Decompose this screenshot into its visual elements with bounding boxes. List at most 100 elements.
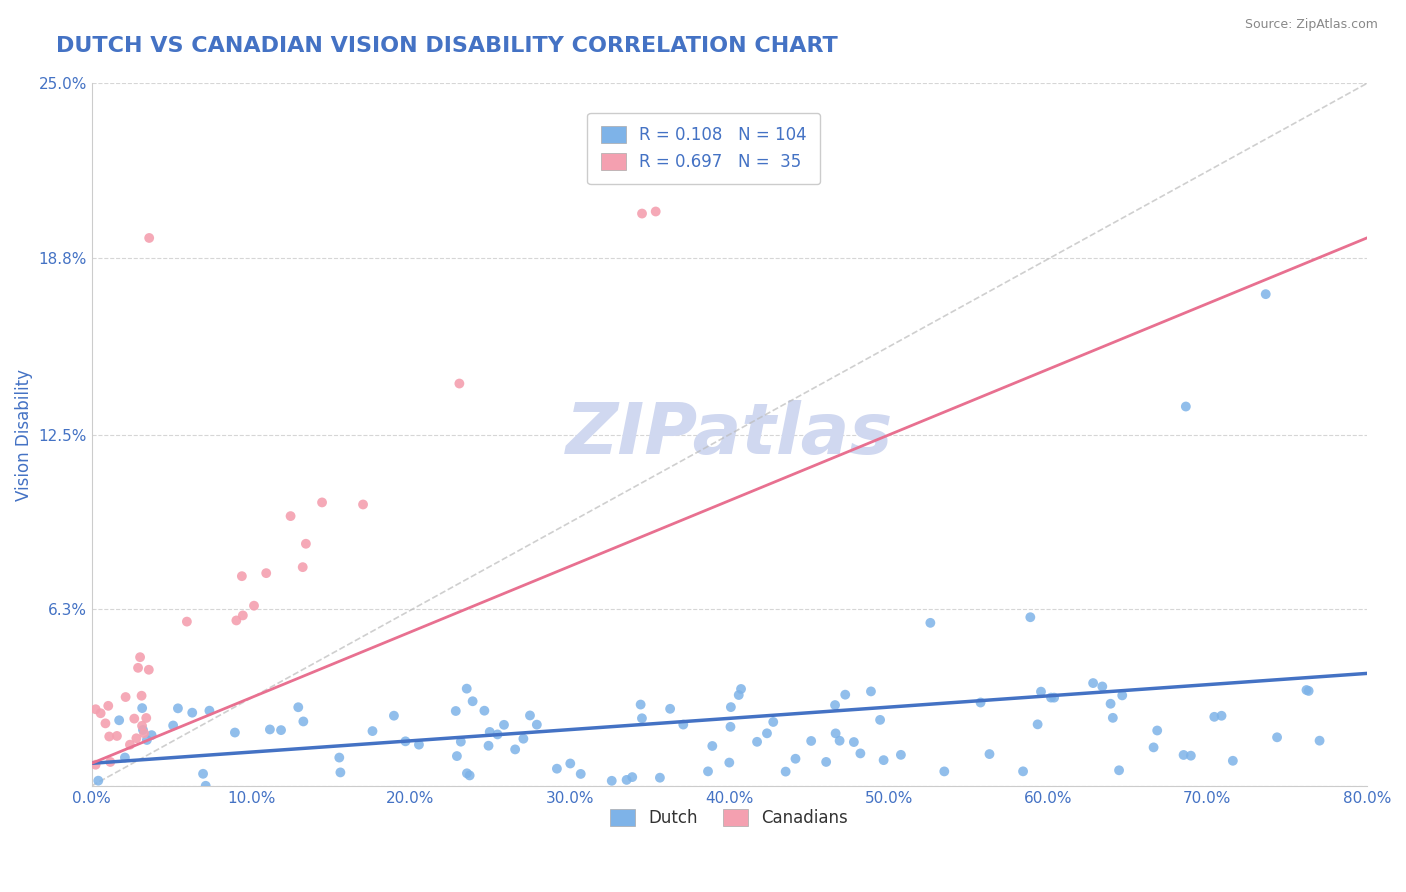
Point: [519, 708, 541, 723]
Point: [512, 731, 534, 746]
Point: [1265, 731, 1288, 745]
Point: [1142, 740, 1164, 755]
Point: [492, 718, 515, 732]
Point: [569, 767, 592, 781]
Point: [869, 713, 891, 727]
Point: [1295, 683, 1317, 698]
Point: [720, 700, 742, 714]
Point: [194, 779, 217, 793]
Point: [114, 690, 136, 704]
Point: [1108, 764, 1130, 778]
Point: [1254, 287, 1277, 301]
Point: [456, 681, 478, 696]
Point: [90, 706, 112, 721]
Point: [125, 731, 148, 746]
Text: DUTCH VS CANADIAN VISION DISABILITY CORRELATION CHART: DUTCH VS CANADIAN VISION DISABILITY CORR…: [56, 36, 838, 55]
Point: [1029, 684, 1052, 698]
Point: [449, 376, 471, 391]
Point: [232, 608, 254, 623]
Point: [1012, 764, 1035, 779]
Point: [224, 725, 246, 739]
Point: [631, 711, 654, 725]
Point: [1204, 710, 1226, 724]
Point: [872, 753, 894, 767]
Point: [718, 756, 741, 770]
Point: [546, 762, 568, 776]
Point: [800, 734, 823, 748]
Point: [478, 725, 501, 739]
Point: [1298, 684, 1320, 698]
Point: [659, 702, 682, 716]
Point: [131, 701, 153, 715]
Point: [1174, 400, 1197, 414]
Point: [785, 752, 807, 766]
Point: [1101, 711, 1123, 725]
Point: [890, 747, 912, 762]
Point: [1099, 697, 1122, 711]
Point: [648, 771, 671, 785]
Point: [969, 696, 991, 710]
Point: [1081, 676, 1104, 690]
Point: [474, 704, 496, 718]
Point: [135, 711, 157, 725]
Point: [328, 750, 350, 764]
Point: [329, 765, 352, 780]
Y-axis label: Vision Disability: Vision Disability: [15, 368, 32, 500]
Point: [408, 738, 430, 752]
Point: [458, 768, 481, 782]
Point: [84, 702, 107, 716]
Point: [118, 738, 141, 752]
Point: [1111, 689, 1133, 703]
Point: [114, 750, 136, 764]
Point: [730, 681, 752, 696]
Point: [828, 733, 851, 747]
Point: [295, 537, 318, 551]
Point: [84, 757, 107, 772]
Point: [727, 688, 749, 702]
Text: Source: ZipAtlas.com: Source: ZipAtlas.com: [1244, 18, 1378, 31]
Point: [97, 698, 120, 713]
Point: [132, 723, 155, 737]
Point: [270, 723, 292, 738]
Point: [689, 122, 711, 136]
Point: [762, 714, 785, 729]
Point: [311, 495, 333, 509]
Point: [859, 684, 882, 698]
Point: [292, 714, 315, 729]
Point: [108, 713, 131, 727]
Point: [834, 688, 856, 702]
Point: [616, 772, 638, 787]
Point: [526, 717, 548, 731]
Point: [1211, 708, 1233, 723]
Point: [672, 717, 695, 731]
Point: [254, 566, 277, 581]
Point: [280, 509, 302, 524]
Point: [644, 204, 666, 219]
Point: [450, 734, 472, 748]
Point: [94, 716, 117, 731]
Point: [98, 755, 121, 769]
Point: [131, 719, 153, 733]
Point: [456, 766, 478, 780]
Point: [176, 615, 198, 629]
Point: [934, 764, 956, 779]
Point: [815, 755, 838, 769]
Point: [920, 615, 942, 630]
Point: [181, 706, 204, 720]
Text: ZIPatlas: ZIPatlas: [565, 401, 893, 469]
Point: [138, 663, 160, 677]
Point: [1222, 754, 1244, 768]
Point: [824, 726, 846, 740]
Point: [775, 764, 797, 779]
Point: [702, 739, 724, 753]
Point: [129, 650, 152, 665]
Point: [198, 704, 221, 718]
Point: [191, 766, 214, 780]
Point: [745, 735, 768, 749]
Point: [446, 749, 468, 764]
Point: [127, 661, 149, 675]
Point: [124, 712, 146, 726]
Point: [720, 720, 742, 734]
Point: [842, 735, 865, 749]
Point: [87, 773, 110, 788]
